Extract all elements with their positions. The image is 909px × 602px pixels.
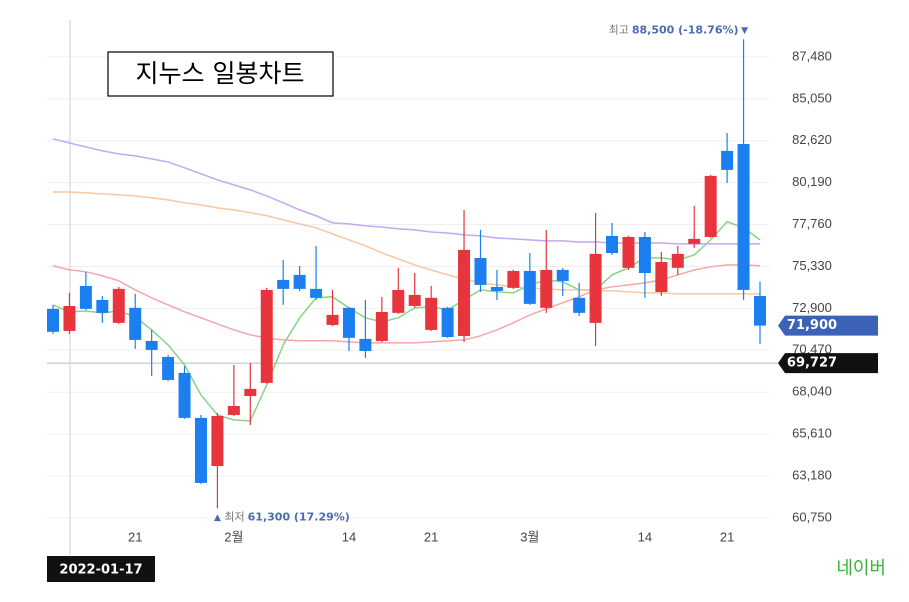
candle-body [474, 258, 487, 285]
high-annotation-label: 최고 [609, 23, 629, 36]
candle-body [47, 308, 59, 332]
candle-body [490, 286, 503, 291]
candle-body [194, 417, 207, 483]
x-tick-label: 3월 [520, 529, 539, 544]
source: 네이버 [836, 558, 886, 579]
candle-body [655, 261, 668, 292]
candle-body [425, 297, 438, 330]
candle-body [310, 288, 323, 298]
y-tick-label: 77,760 [792, 216, 832, 231]
x-tick-label: 21 [424, 529, 438, 544]
y-tick-label: 87,480 [792, 48, 832, 63]
candle-body [326, 314, 339, 325]
y-tick-label: 65,610 [792, 426, 832, 441]
crosshair-date-box [47, 556, 155, 582]
candle-body [523, 270, 536, 304]
grid [47, 56, 778, 519]
crosshair-date: 2022-01-17 [59, 563, 142, 578]
low-annotation-text: 61,300 (17.29%) [248, 510, 350, 523]
candle-body [277, 279, 290, 289]
low-annotation-label: 최저 [224, 510, 244, 523]
candle-body [754, 295, 766, 326]
candle-body [704, 175, 717, 237]
y-tick-label: 85,050 [792, 90, 832, 105]
candle-body [260, 289, 273, 383]
x-tick-label: 2월 [224, 529, 243, 544]
reference-box [778, 353, 878, 374]
labels: 60,750 63,180 65,610 68,040 70,470 72,900 75,3… [128, 23, 878, 544]
reference-label: 69,727 [787, 356, 837, 371]
candle-body [392, 289, 405, 313]
candle-body [622, 236, 635, 268]
candle-body [375, 311, 388, 341]
low-annotation: 최저 61,300 (17.29%) [224, 510, 349, 523]
candle-body [556, 269, 569, 281]
candle-body [63, 305, 76, 331]
candle-body [408, 294, 421, 306]
candle-body [178, 372, 191, 418]
y-tick-label: 70,470 [792, 342, 832, 357]
candle-body [638, 236, 651, 274]
high-arrow: ▼ [741, 26, 748, 36]
title-box [107, 51, 334, 97]
candle-body [441, 307, 454, 338]
y-tick-label: 72,900 [792, 300, 832, 315]
candle-body [721, 150, 734, 170]
high-annotation-text: 88,500 (-18.76%) [632, 23, 739, 36]
candle-body [145, 340, 158, 350]
candle-body [606, 235, 619, 254]
moving-average-line [52, 220, 761, 422]
candle-body [671, 253, 684, 268]
candle-body [79, 285, 92, 309]
candle-body [342, 307, 355, 338]
x-tick-label: 21 [720, 529, 734, 544]
high-annotation: 최고 88,500 (-18.76%) [609, 23, 739, 36]
y-tick-label: 75,330 [792, 258, 832, 273]
y-tick-label: 60,750 [792, 509, 832, 524]
moving-averages [52, 138, 761, 422]
candle-body [688, 238, 701, 244]
current-price-box [778, 315, 878, 336]
candle-body [540, 269, 553, 308]
y-tick-label: 80,190 [792, 174, 832, 189]
y-tick-label: 82,620 [792, 132, 832, 147]
y-tick-label: 68,040 [792, 384, 832, 399]
x-tick-label: 21 [128, 529, 142, 544]
moving-average-line [53, 191, 760, 295]
candle-body [737, 144, 750, 290]
candle-body [162, 357, 175, 380]
candles [47, 39, 766, 509]
candle-body [227, 405, 240, 415]
y-tick-label: 63,180 [792, 467, 832, 482]
current-price-label: 71,900 [787, 318, 837, 333]
candle-body [244, 388, 257, 396]
low-arrow: ▲ [214, 513, 221, 523]
chart-title: 지누스 일봉차트 [136, 59, 305, 88]
candle-body [96, 299, 109, 313]
x-tick-label: 14 [638, 529, 652, 544]
candle-body [589, 253, 602, 323]
candle-body [293, 274, 306, 289]
candle-body [458, 249, 471, 336]
moving-average-line [52, 264, 761, 344]
candle-body [507, 270, 520, 288]
moving-average-line [52, 138, 760, 245]
candle-body [211, 415, 224, 467]
candle-body [112, 288, 125, 323]
x-tick-label: 14 [342, 529, 356, 544]
candle-body [129, 307, 142, 340]
candle-body [573, 297, 586, 313]
candle-body [359, 338, 372, 351]
